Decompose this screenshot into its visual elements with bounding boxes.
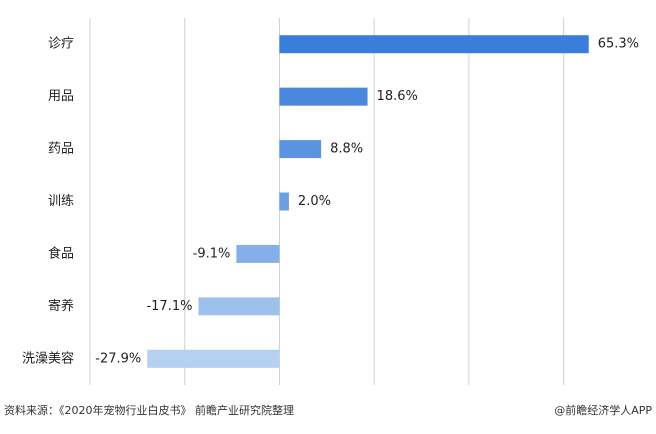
bar <box>198 297 280 316</box>
bar <box>147 349 280 368</box>
y-tick-label: 洗澡美容 <box>22 350 74 366</box>
y-tick-label: 用品 <box>48 89 74 104</box>
bar <box>236 244 280 263</box>
value-label: -27.9% <box>95 351 141 366</box>
value-label: 8.8% <box>330 142 363 157</box>
y-tick-label: 诊疗 <box>48 37 74 52</box>
bar <box>279 35 589 54</box>
brand: @前瞻经济学人APP <box>554 403 652 417</box>
bar <box>279 87 368 106</box>
y-tick-label: 食品 <box>48 245 74 261</box>
y-tick-label: 训练 <box>48 194 74 209</box>
value-label: -9.1% <box>193 246 231 261</box>
value-label: 2.0% <box>298 194 331 209</box>
bar <box>279 140 322 159</box>
bar <box>279 192 289 211</box>
value-label: 65.3% <box>598 37 639 52</box>
source-note: 资料来源：《2020年宠物行业白皮书》 前瞻产业研究院整理 <box>4 403 294 417</box>
value-label: -17.1% <box>146 299 192 314</box>
value-label: 18.6% <box>377 89 418 104</box>
y-tick-label: 药品 <box>48 142 74 157</box>
y-tick-label: 寄养 <box>48 298 74 314</box>
